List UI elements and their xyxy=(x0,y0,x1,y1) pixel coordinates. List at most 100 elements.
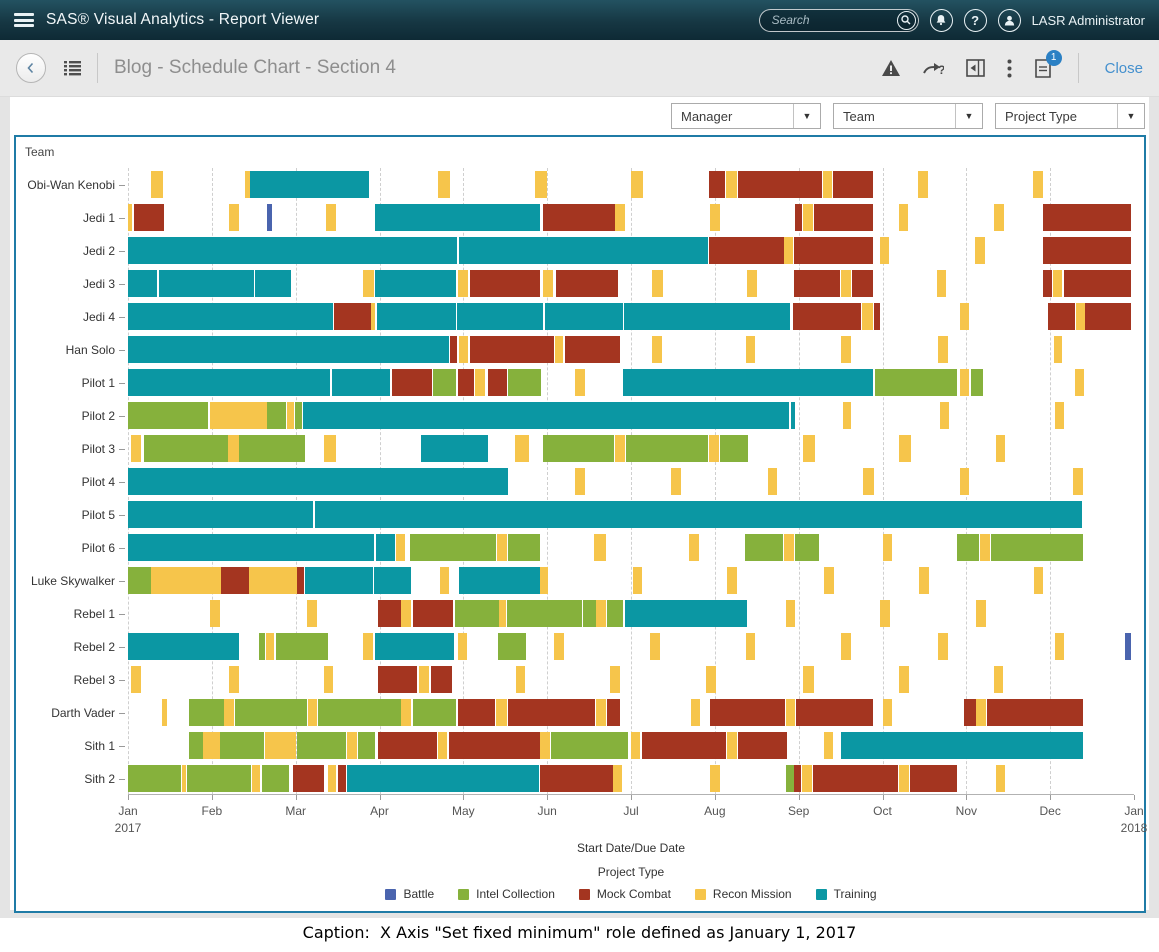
gantt-bar-training[interactable] xyxy=(128,237,458,264)
gantt-bar-recon[interactable] xyxy=(688,534,699,561)
gantt-bar-training[interactable] xyxy=(375,204,540,231)
gantt-bar-mock[interactable] xyxy=(449,336,458,363)
gantt-bar-training[interactable] xyxy=(625,600,747,627)
gantt-bar-recon[interactable] xyxy=(843,402,852,429)
gantt-bar-recon[interactable] xyxy=(266,633,274,660)
gantt-bar-mock[interactable] xyxy=(709,699,786,726)
gantt-bar-recon[interactable] xyxy=(362,270,374,297)
schedule-chart-panel[interactable]: Team Obi-Wan Kenobi Jedi 1 Jedi 2 Jedi 3 Jed… xyxy=(14,135,1147,913)
gantt-bar-recon[interactable] xyxy=(401,600,412,627)
gantt-bar-training[interactable] xyxy=(128,303,334,330)
gantt-bar-intel[interactable] xyxy=(874,369,958,396)
gantt-bar-recon[interactable] xyxy=(610,666,621,693)
gantt-bar-recon[interactable] xyxy=(709,204,720,231)
gantt-bar-recon[interactable] xyxy=(210,402,268,429)
gantt-bar-recon[interactable] xyxy=(595,699,606,726)
alerts-warning-icon[interactable] xyxy=(881,59,901,77)
gantt-bar-recon[interactable] xyxy=(150,171,164,198)
gantt-bar-training[interactable] xyxy=(840,732,1083,759)
gantt-bar-intel[interactable] xyxy=(275,633,328,660)
gantt-bar-recon[interactable] xyxy=(706,666,717,693)
gantt-bar-mock[interactable] xyxy=(377,600,402,627)
legend-item-training[interactable]: Training xyxy=(815,887,877,901)
gantt-bar-intel[interactable] xyxy=(606,600,624,627)
gantt-bar-mock[interactable] xyxy=(874,303,880,330)
gantt-bar-mock[interactable] xyxy=(910,765,958,792)
gantt-bar-recon[interactable] xyxy=(917,171,928,198)
gantt-bar-intel[interactable] xyxy=(957,534,979,561)
gantt-bar-mock[interactable] xyxy=(606,699,621,726)
gantt-bar-intel[interactable] xyxy=(258,633,265,660)
gantt-bar-recon[interactable] xyxy=(595,600,606,627)
gantt-bar-recon[interactable] xyxy=(937,633,948,660)
gantt-bar-mock[interactable] xyxy=(1043,237,1132,264)
gantt-bar-mock[interactable] xyxy=(221,567,249,594)
gantt-bar-mock[interactable] xyxy=(793,237,874,264)
gantt-bar-training[interactable] xyxy=(420,435,488,462)
gantt-bar-training[interactable] xyxy=(459,237,709,264)
gantt-bar-intel[interactable] xyxy=(542,435,615,462)
gantt-bar-intel[interactable] xyxy=(583,600,596,627)
gantt-bar-intel[interactable] xyxy=(235,699,308,726)
gantt-bar-mock[interactable] xyxy=(449,732,540,759)
gantt-bar-mock[interactable] xyxy=(812,765,899,792)
gantt-bar-recon[interactable] xyxy=(976,600,987,627)
gantt-bar-mock[interactable] xyxy=(564,336,621,363)
gantt-bar-training[interactable] xyxy=(159,270,254,297)
gantt-bar-recon[interactable] xyxy=(746,270,757,297)
gantt-bar-training[interactable] xyxy=(128,468,508,495)
gantt-bar-recon[interactable] xyxy=(959,369,969,396)
gantt-bar-recon[interactable] xyxy=(974,237,985,264)
gantt-bar-mock[interactable] xyxy=(1043,204,1132,231)
gantt-bar-mock[interactable] xyxy=(430,666,453,693)
gantt-bar-recon[interactable] xyxy=(709,765,720,792)
gantt-bar-recon[interactable] xyxy=(327,765,336,792)
gantt-bar-recon[interactable] xyxy=(690,699,700,726)
help-icon[interactable]: ? xyxy=(963,8,987,32)
gantt-bar-mock[interactable] xyxy=(555,270,619,297)
gantt-bar-intel[interactable] xyxy=(786,765,794,792)
gantt-bar-recon[interactable] xyxy=(534,171,548,198)
gantt-bar-recon[interactable] xyxy=(229,204,240,231)
gantt-bar-training[interactable] xyxy=(346,765,539,792)
gantt-bar-recon[interactable] xyxy=(840,270,852,297)
gantt-bar-recon[interactable] xyxy=(475,369,486,396)
gantt-bar-mock[interactable] xyxy=(813,204,874,231)
gantt-bar-recon[interactable] xyxy=(1053,336,1062,363)
gantt-bar-intel[interactable] xyxy=(262,765,289,792)
gantt-bar-training[interactable] xyxy=(128,270,158,297)
gantt-bar-training[interactable] xyxy=(459,567,540,594)
gantt-bar-recon[interactable] xyxy=(745,336,756,363)
gantt-bar-recon[interactable] xyxy=(708,435,719,462)
gantt-bar-intel[interactable] xyxy=(294,402,302,429)
gantt-bar-recon[interactable] xyxy=(802,435,816,462)
gantt-bar-intel[interactable] xyxy=(551,732,629,759)
gantt-bar-mock[interactable] xyxy=(507,699,595,726)
gantt-bar-recon[interactable] xyxy=(1032,171,1043,198)
gantt-bar-recon[interactable] xyxy=(229,666,240,693)
gantt-bar-mock[interactable] xyxy=(792,303,861,330)
gantt-bar-recon[interactable] xyxy=(936,270,947,297)
gantt-bar-recon[interactable] xyxy=(496,534,507,561)
gantt-bar-intel[interactable] xyxy=(220,732,264,759)
gantt-bar-recon[interactable] xyxy=(822,171,833,198)
gantt-bar-mock[interactable] xyxy=(337,765,346,792)
gantt-bar-recon[interactable] xyxy=(786,699,796,726)
gantt-bar-recon[interactable] xyxy=(439,567,450,594)
gantt-bar-recon[interactable] xyxy=(612,765,622,792)
gantt-bar-mock[interactable] xyxy=(1043,270,1052,297)
gantt-bar-recon[interactable] xyxy=(745,633,756,660)
legend-item-battle[interactable]: Battle xyxy=(385,887,434,901)
gantt-bar-recon[interactable] xyxy=(307,600,317,627)
gantt-bar-recon[interactable] xyxy=(882,534,892,561)
chevron-down-icon[interactable]: ▼ xyxy=(1117,104,1144,128)
gantt-bar-mock[interactable] xyxy=(963,699,976,726)
gantt-bar-recon[interactable] xyxy=(362,633,373,660)
chevron-down-icon[interactable]: ▼ xyxy=(793,104,820,128)
gantt-bar-recon[interactable] xyxy=(539,567,548,594)
close-button[interactable]: Close xyxy=(1104,59,1143,77)
gantt-bar-mock[interactable] xyxy=(987,699,1083,726)
gantt-bar-recon[interactable] xyxy=(210,600,221,627)
gantt-bar-recon[interactable] xyxy=(346,732,357,759)
gantt-bar-intel[interactable] xyxy=(357,732,376,759)
